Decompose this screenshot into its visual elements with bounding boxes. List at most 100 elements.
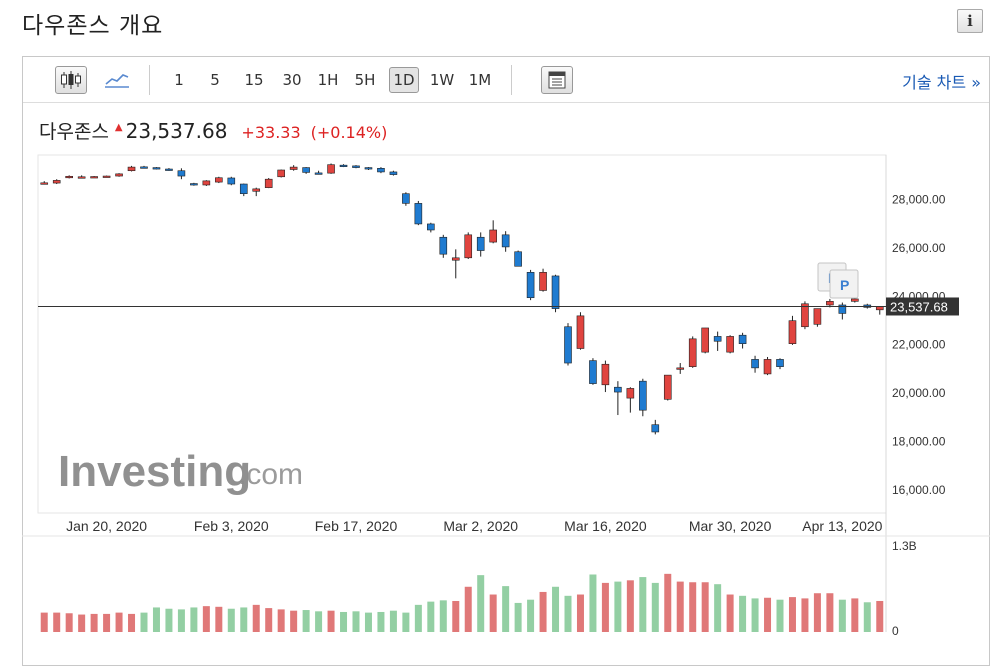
candle	[564, 323, 572, 366]
candle	[788, 315, 797, 345]
quote-header: 다우존스 ▲ 23,537.68 +33.33 (+0.14%)	[39, 117, 387, 144]
volume-bar	[352, 611, 360, 632]
volume-bar	[651, 582, 659, 632]
candle-body	[314, 172, 323, 175]
candle	[52, 179, 61, 185]
candle-body	[551, 275, 560, 309]
candle-body	[252, 188, 261, 192]
interval-15[interactable]: 15	[244, 71, 264, 89]
candlestick-chart-icon[interactable]	[55, 66, 87, 94]
interval-1m[interactable]: 1M	[468, 71, 492, 89]
candle	[489, 220, 497, 244]
candle-body	[639, 380, 647, 411]
line-chart-icon[interactable]	[101, 66, 133, 94]
x-tick-label: Feb 3, 2020	[194, 518, 269, 534]
y-tick-label: 18,000.00	[892, 434, 946, 448]
volume-tick-label: 0	[892, 624, 899, 638]
volume-bar	[90, 613, 98, 632]
candle-body	[77, 176, 86, 179]
interval-1d[interactable]: 1D	[389, 67, 419, 93]
volume-bar	[402, 612, 410, 632]
event-marker: P	[829, 269, 859, 299]
candle-body	[851, 298, 859, 302]
candle	[277, 169, 285, 178]
up-arrow-icon: ▲	[114, 122, 123, 133]
candle-body	[663, 374, 672, 400]
volume-bar	[863, 602, 871, 632]
volume-bar	[177, 609, 185, 632]
page-title: 다우존스 개요	[22, 13, 164, 39]
panel-icon[interactable]	[541, 66, 573, 94]
volume-bar	[751, 598, 759, 632]
candle-body	[327, 164, 335, 174]
candle-body	[701, 327, 709, 353]
candle	[90, 176, 98, 179]
interval-30[interactable]: 30	[282, 71, 302, 89]
technical-chart-link[interactable]: 기술 차트 »	[902, 73, 981, 92]
candle-body	[65, 175, 73, 179]
candle-body	[140, 166, 148, 169]
candle-body	[277, 169, 285, 178]
volume-bar	[40, 612, 48, 632]
candle-body	[40, 182, 49, 185]
last-price: 23,537.68	[125, 119, 228, 143]
volume-bar	[801, 598, 809, 632]
volume-bar	[764, 597, 772, 632]
volume-bar	[302, 610, 310, 632]
volume-bar	[202, 606, 210, 632]
volume-bar	[377, 611, 385, 632]
volume-bar	[826, 593, 834, 632]
volume-bar	[489, 594, 497, 632]
interval-5[interactable]: 5	[210, 71, 220, 89]
candle	[813, 308, 822, 327]
candle-body	[227, 177, 236, 185]
candle-body	[738, 334, 747, 344]
candle	[763, 356, 772, 376]
interval-1[interactable]: 1	[174, 71, 184, 89]
instrument-name: 다우존스	[39, 121, 109, 143]
info-icon[interactable]: i	[957, 9, 983, 33]
candle	[264, 177, 273, 189]
candle	[289, 165, 298, 171]
volume-bar	[539, 591, 547, 632]
candle-body	[601, 363, 610, 386]
volume-bar	[190, 607, 198, 632]
candle	[402, 192, 410, 206]
candle	[77, 175, 86, 179]
candle	[776, 358, 784, 370]
volume-bar	[103, 613, 111, 632]
volume-bar	[464, 586, 472, 632]
y-tick-label: 26,000.00	[892, 241, 946, 255]
volume-bar	[851, 598, 859, 632]
candle	[838, 302, 847, 320]
volume-bar	[527, 599, 535, 632]
candle-body	[489, 229, 497, 243]
y-tick-label: 16,000.00	[892, 483, 946, 497]
interval-1w[interactable]: 1W	[429, 71, 455, 89]
candle	[476, 232, 485, 257]
candle	[414, 200, 423, 226]
candle-body	[626, 388, 635, 399]
candle	[177, 168, 186, 180]
candle	[875, 306, 884, 315]
x-tick-label: Mar 16, 2020	[564, 518, 647, 534]
candle	[451, 249, 460, 279]
candle-body	[614, 386, 622, 393]
candle-body	[152, 167, 161, 170]
candle-body	[177, 170, 186, 177]
y-tick-label: 20,000.00	[892, 386, 946, 400]
candle	[127, 165, 136, 172]
candle	[314, 170, 323, 175]
x-tick-label: Jan 20, 2020	[66, 518, 147, 534]
volume-bar	[514, 602, 522, 632]
candle	[651, 419, 660, 435]
event-marker-box	[829, 269, 859, 299]
candle-body	[514, 251, 522, 267]
volume-bar	[128, 613, 136, 632]
volume-bar	[739, 595, 747, 632]
price-change-pct: (+0.14%)	[310, 123, 388, 142]
volume-bar	[664, 573, 672, 632]
interval-1h[interactable]: 1H	[317, 71, 339, 89]
interval-5h[interactable]: 5H	[354, 71, 376, 89]
